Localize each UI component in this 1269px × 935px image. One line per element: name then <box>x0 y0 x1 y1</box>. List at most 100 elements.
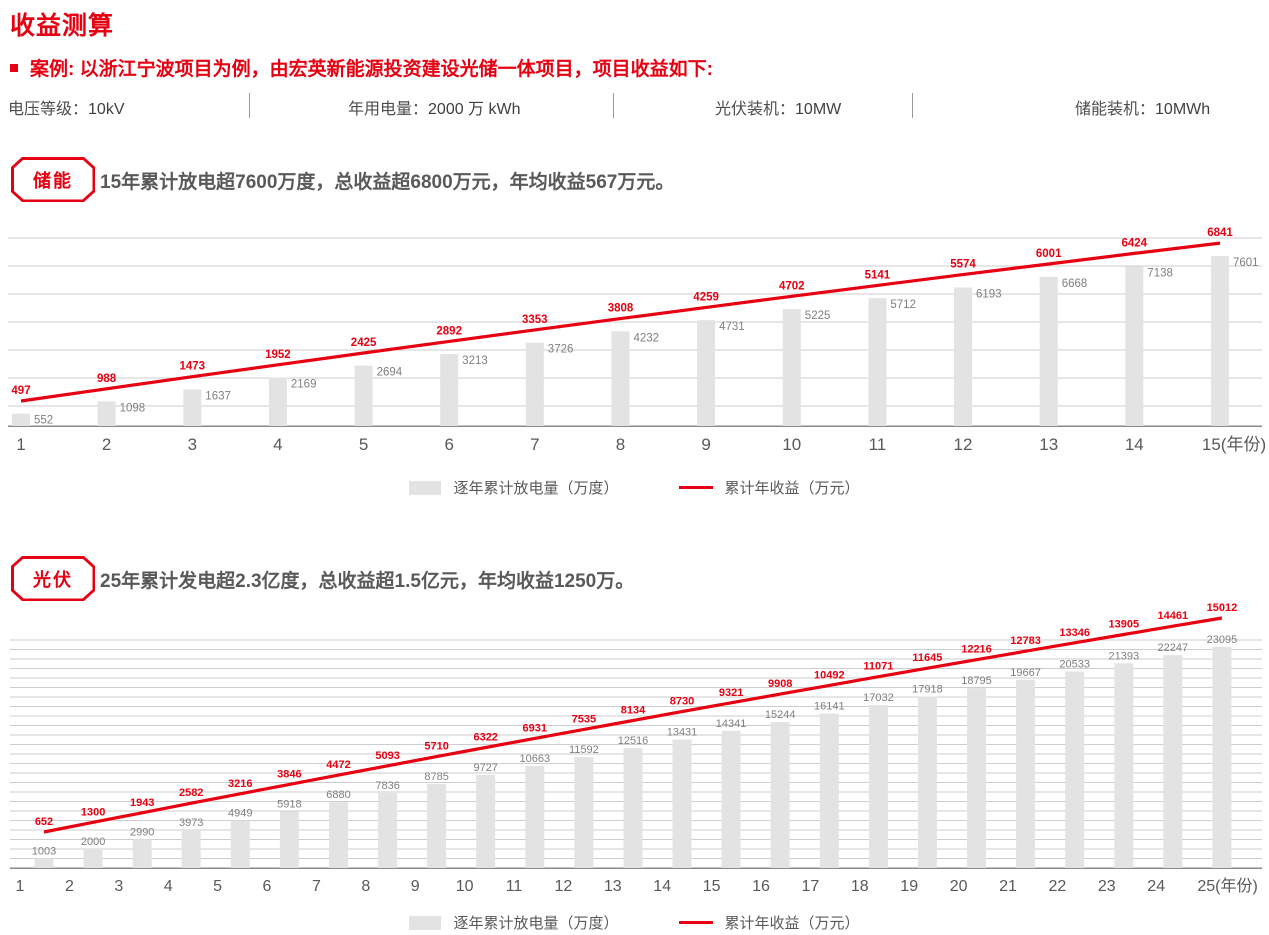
divider <box>249 93 250 118</box>
bar <box>672 739 692 868</box>
bar <box>268 377 287 426</box>
x-tick-label: 17 <box>802 878 820 895</box>
bar <box>181 830 201 868</box>
bar-value-label: 2990 <box>130 826 154 838</box>
bar-swatch-icon <box>409 915 442 930</box>
bar <box>917 696 937 868</box>
case-text: 案例: 以浙江宁波项目为例，由宏英新能源投资建设光储一体项目，项目收益如下: <box>30 59 713 80</box>
bar <box>1163 655 1183 868</box>
bar-value-label: 6193 <box>976 289 1002 301</box>
line-value-label: 1300 <box>81 806 105 818</box>
x-tick-label: 6 <box>444 435 453 454</box>
bar-value-label: 4731 <box>719 321 745 333</box>
bar-value-label: 20533 <box>1059 659 1090 671</box>
info-cell-storage-capacity: 储能装机：10MWh <box>1075 95 1210 119</box>
bar-value-label: 7601 <box>1233 257 1259 269</box>
storage-headline: 15年累计放电超7600万度，总收益超6800万元，年均收益567万元。 <box>100 172 675 193</box>
bar-value-label: 3973 <box>179 817 203 829</box>
line-value-label: 4472 <box>326 759 350 771</box>
line-value-label: 13346 <box>1059 627 1090 639</box>
bar-value-label: 4232 <box>634 332 660 344</box>
line-value-label: 8134 <box>621 705 646 717</box>
line-value-label: 9908 <box>768 678 792 690</box>
line-value-label: 1943 <box>130 797 154 809</box>
x-tick-label: 3 <box>114 878 123 895</box>
pv-badge-inner: 光伏 <box>13 558 93 599</box>
bar-value-label: 19667 <box>1010 667 1041 679</box>
info-value: 10kV <box>88 101 125 118</box>
bar <box>440 354 459 426</box>
bar-swatch-icon <box>409 480 442 495</box>
bar-value-label: 22247 <box>1158 642 1189 654</box>
line-value-label: 1473 <box>180 361 206 373</box>
bar <box>132 839 152 868</box>
x-tick-label: 25(年份) <box>1197 877 1257 895</box>
line-value-label: 6001 <box>1036 248 1062 260</box>
pv-chart-svg: 1003200029903973494959186880783687859727… <box>10 602 1262 895</box>
bar <box>868 705 888 868</box>
bar <box>967 688 986 868</box>
line-value-label: 5141 <box>865 269 891 281</box>
bar <box>954 287 972 426</box>
project-info-bar: 电压等级：10kV 年用电量：2000 万 kWh 光伏装机：10MW 储能装机… <box>0 90 1269 124</box>
x-axis-labels: 1 2 3 4 5 6 7 8 9 10 11 12 13 14 15(年份) <box>16 435 1266 454</box>
pv-chart: 1003 2000 2990 3973 4949 5918 6880 7836 8785 9727… <box>0 585 1269 900</box>
bar <box>1212 647 1232 868</box>
legend-label: 累计年收益（万元） <box>724 480 860 497</box>
x-tick-label: 14 <box>1125 435 1144 454</box>
info-value: 10MWh <box>1155 101 1211 118</box>
bar-value-label: 13431 <box>667 727 698 739</box>
bar-value-label: 18795 <box>961 675 992 687</box>
line-value-label: 10492 <box>814 669 845 681</box>
storage-chart-svg: 5521098163721692694321337264232473152255… <box>8 227 1266 454</box>
divider <box>912 93 913 118</box>
line-value-label: 3353 <box>522 314 548 326</box>
storage-badge-inner: 储能 <box>13 159 93 200</box>
bar <box>868 298 887 426</box>
line-value-label: 6841 <box>1207 227 1233 239</box>
x-tick-label: 2 <box>65 878 74 895</box>
x-tick-label: 12 <box>555 878 573 895</box>
info-label: 储能装机： <box>1075 101 1156 118</box>
x-tick-label: 14 <box>653 878 671 895</box>
legend-item-bar: 逐年累计放电量（万度） <box>409 912 619 933</box>
bar-value-label: 3213 <box>462 355 488 367</box>
x-tick-label: 23 <box>1098 878 1116 895</box>
bar <box>1016 679 1036 868</box>
x-tick-label: 22 <box>1049 878 1067 895</box>
x-axis-labels: 1 2 3 4 5 6 7 8 9 10 11 12 13 14 15 16 17 18 19 20 21 22 23 24 2… <box>16 877 1258 895</box>
bar-value-label: 2169 <box>291 379 317 391</box>
legend-label: 逐年累计放电量（万度） <box>453 480 619 497</box>
bar-value-label: 11592 <box>569 744 599 756</box>
line-value-label: 652 <box>35 816 53 828</box>
bar-value-label: 1098 <box>120 402 146 414</box>
x-tick-label: 7 <box>312 878 321 895</box>
bar-value-label: 23095 <box>1207 634 1238 646</box>
line-value-label: 12783 <box>1010 635 1041 647</box>
bar <box>525 342 544 426</box>
legend-item-line: 累计年收益（万元） <box>678 912 860 933</box>
x-tick-label: 18 <box>851 878 869 895</box>
x-tick-label: 21 <box>999 878 1017 895</box>
bar <box>34 858 54 868</box>
line-value-label: 3216 <box>228 778 252 790</box>
x-tick-label: 9 <box>701 435 710 454</box>
info-value: 10MW <box>795 101 842 118</box>
page-title: 收益测算 <box>10 12 115 40</box>
line-value-label: 12216 <box>961 644 992 656</box>
bar <box>525 766 545 868</box>
case-line: 案例: 以浙江宁波项目为例，由宏英新能源投资建设光储一体项目，项目收益如下: <box>10 54 713 81</box>
bar-value-label: 17918 <box>912 684 943 696</box>
x-tick-label: 8 <box>361 878 370 895</box>
divider <box>613 93 614 118</box>
bar-value-label: 552 <box>34 415 53 427</box>
bar <box>623 748 643 868</box>
x-tick-label: 24 <box>1147 878 1165 895</box>
bar-value-label: 7836 <box>375 780 399 792</box>
legend-item-bar: 逐年累计放电量（万度） <box>409 477 619 498</box>
info-cell-voltage: 电压等级：10kV <box>8 95 124 119</box>
legend-label: 逐年累计放电量（万度） <box>453 915 619 932</box>
bar <box>782 309 801 426</box>
line-value-label: 6931 <box>523 722 547 734</box>
x-tick-label: 4 <box>273 435 282 454</box>
